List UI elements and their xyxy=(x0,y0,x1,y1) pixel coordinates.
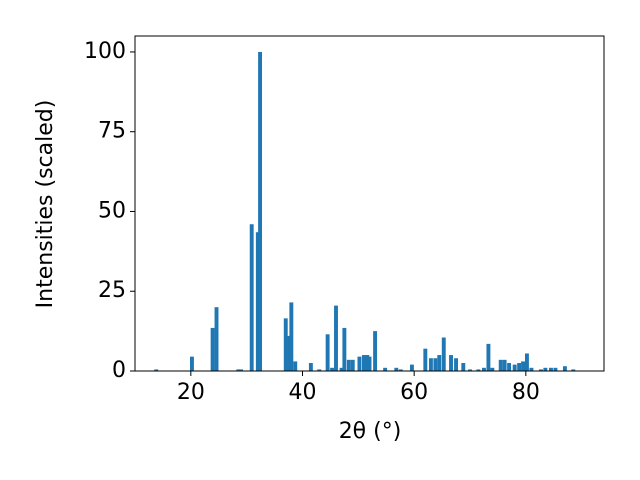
bar xyxy=(289,302,294,371)
bar xyxy=(249,224,254,371)
bar xyxy=(571,369,576,371)
y-axis-label: Intensities (scaled) xyxy=(33,100,58,309)
bar xyxy=(437,355,442,371)
bar xyxy=(562,366,567,371)
y-tick-label: 100 xyxy=(84,39,126,64)
bar xyxy=(255,232,260,371)
bar xyxy=(214,307,219,371)
bar xyxy=(476,369,481,371)
bar xyxy=(317,369,322,371)
bar xyxy=(342,327,347,371)
bar xyxy=(482,367,486,371)
bar xyxy=(441,337,446,371)
y-tick-label: 25 xyxy=(98,278,126,303)
bar xyxy=(236,369,241,371)
bar xyxy=(538,369,543,371)
bar xyxy=(498,359,503,371)
bar xyxy=(383,367,388,371)
bar xyxy=(512,364,517,371)
bar xyxy=(346,359,351,371)
bar xyxy=(468,369,472,371)
bar xyxy=(549,367,553,371)
bar xyxy=(502,359,507,371)
bar xyxy=(490,367,495,371)
bar xyxy=(398,369,403,371)
bar xyxy=(454,358,458,371)
bar xyxy=(325,334,330,371)
bar xyxy=(365,355,370,371)
x-tick-label: 20 xyxy=(177,380,205,405)
x-axis-label: 2θ (°) xyxy=(339,419,402,444)
bar xyxy=(529,367,534,371)
bar xyxy=(189,356,194,371)
bar xyxy=(357,356,362,371)
bar xyxy=(258,51,263,371)
x-tick-label: 40 xyxy=(289,380,317,405)
bar xyxy=(210,327,215,371)
x-tick-label: 80 xyxy=(512,380,540,405)
bar xyxy=(409,364,414,371)
bar xyxy=(330,367,335,371)
bar xyxy=(507,363,512,371)
bar xyxy=(423,348,428,371)
bar xyxy=(373,331,378,371)
bar xyxy=(339,367,344,371)
bar xyxy=(517,363,522,371)
bar xyxy=(154,369,159,371)
bar xyxy=(449,355,453,371)
bar xyxy=(334,305,338,371)
bar xyxy=(367,356,372,371)
bar xyxy=(361,355,366,371)
bar xyxy=(461,363,466,371)
bar xyxy=(553,367,558,371)
y-tick-label: 0 xyxy=(112,358,126,383)
bar xyxy=(350,359,355,371)
bar xyxy=(521,361,525,371)
bar xyxy=(308,363,313,371)
y-tick-label: 75 xyxy=(98,119,126,144)
bar xyxy=(433,358,438,371)
bar xyxy=(239,369,244,371)
bar xyxy=(543,367,548,371)
bar xyxy=(524,353,529,371)
plot-frame xyxy=(134,35,605,372)
x-tick-label: 60 xyxy=(400,380,428,405)
bar xyxy=(286,335,291,371)
bar xyxy=(293,361,298,371)
y-tick-label: 50 xyxy=(98,198,126,223)
bar xyxy=(394,367,399,371)
bar xyxy=(486,343,491,371)
bar xyxy=(283,318,288,371)
bar xyxy=(428,358,433,371)
